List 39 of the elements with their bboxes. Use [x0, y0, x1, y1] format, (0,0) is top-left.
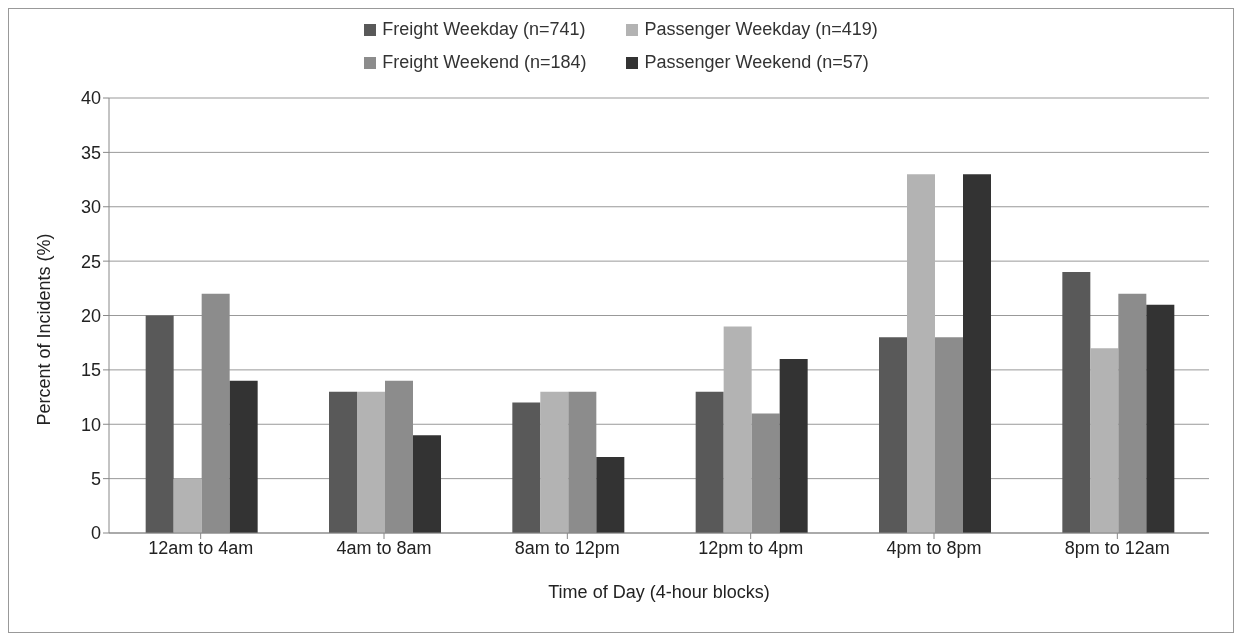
bar — [173, 478, 202, 533]
y-tick-label: 25 — [80, 251, 101, 272]
x-tick-label: 8pm to 12am — [1064, 537, 1170, 558]
bar — [963, 174, 991, 533]
y-axis-title: Percent of Incidents (%) — [34, 233, 55, 426]
bar — [145, 315, 174, 533]
bar — [329, 391, 357, 533]
y-tick-label: 5 — [90, 469, 101, 490]
bar — [723, 326, 752, 533]
y-tick-label: 0 — [90, 523, 101, 544]
y-tick-label: 35 — [80, 142, 101, 163]
x-tick-label: 4pm to 8pm — [886, 537, 982, 558]
y-tick-label: 15 — [80, 360, 101, 381]
bar — [695, 391, 724, 533]
bar — [540, 391, 569, 533]
x-tick-label: 12pm to 4pm — [698, 537, 804, 558]
y-tick-label: 30 — [80, 197, 101, 218]
x-tick-label: 12am to 4am — [148, 537, 254, 558]
bar — [879, 337, 907, 533]
bar — [357, 391, 385, 533]
legend-label: Passenger Weekend (n=57) — [644, 52, 869, 73]
y-tick-label: 40 — [80, 88, 101, 109]
bar — [1146, 304, 1175, 533]
legend-label: Passenger Weekday (n=419) — [644, 19, 878, 40]
x-axis-title: Time of Day (4-hour blocks) — [548, 582, 770, 602]
bar — [229, 380, 258, 533]
x-tick-label: 8am to 12pm — [514, 537, 620, 558]
bar — [413, 435, 441, 533]
bar — [1062, 272, 1091, 533]
bar — [1090, 348, 1119, 533]
legend-label: Freight Weekend (n=184) — [382, 52, 587, 73]
bar — [512, 402, 541, 533]
y-tick-label: 10 — [80, 414, 101, 435]
bar — [596, 456, 625, 533]
bar — [907, 174, 935, 533]
bar — [779, 359, 808, 533]
x-tick-label: 4am to 8am — [336, 537, 432, 558]
legend-label: Freight Weekday (n=741) — [382, 19, 586, 40]
y-tick-label: 20 — [80, 305, 101, 326]
